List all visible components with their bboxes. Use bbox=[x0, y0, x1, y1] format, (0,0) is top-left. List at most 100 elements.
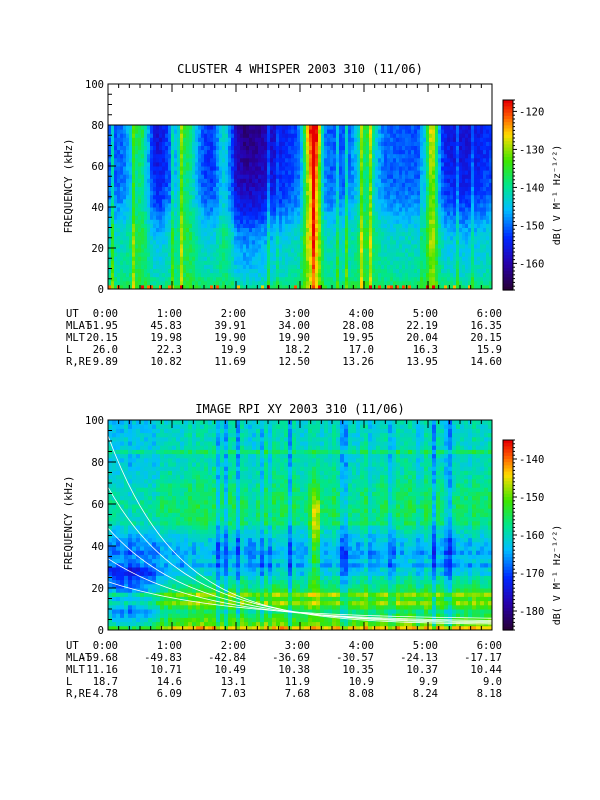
ephemeris-value: 7.03 bbox=[220, 688, 246, 700]
ephemeris-value: 0:00 bbox=[92, 308, 118, 320]
ephemeris-value: 11.9 bbox=[284, 676, 310, 688]
ephemeris-value: 8.08 bbox=[348, 688, 374, 700]
ephemeris-value: 10.49 bbox=[214, 664, 246, 676]
y-tick-label: 0 bbox=[98, 284, 104, 296]
colorbar: -120 -130 -140 -150 -160 bbox=[502, 99, 544, 291]
colorbar-tick-label: -170 bbox=[519, 568, 544, 580]
y-tick-label: 80 bbox=[91, 457, 104, 469]
y-axis-label: FREQUENCY (kHz) bbox=[63, 139, 75, 234]
ephemeris-value: 10.38 bbox=[278, 664, 310, 676]
ephemeris-value: 18.7 bbox=[92, 676, 118, 688]
colorbar-label: dB( V M⁻¹ Hz⁻¹ᐟ²) bbox=[552, 145, 563, 246]
colorbar-label: dB( V M⁻¹ Hz⁻¹ᐟ²) bbox=[552, 525, 563, 626]
ephemeris-value: 19.95 bbox=[342, 332, 374, 344]
ephemeris-value: 7.68 bbox=[284, 688, 310, 700]
ephemeris-value: 15.9 bbox=[476, 344, 502, 356]
ephemeris-value: 4:00 bbox=[348, 308, 374, 320]
ephemeris-value: 28.08 bbox=[342, 320, 374, 332]
ephemeris-value: 14.60 bbox=[470, 356, 502, 368]
y-tick-label: 20 bbox=[91, 243, 104, 255]
ephemeris-value: -59.68 bbox=[80, 652, 118, 664]
ephemeris-row-label: MLT bbox=[66, 664, 85, 676]
chart-title: IMAGE RPI XY 2003 310 (11/06) bbox=[195, 402, 405, 416]
ephemeris-value: -30.57 bbox=[336, 652, 374, 664]
colorbar-tick-label: -120 bbox=[519, 106, 544, 118]
axes: 0 20 40 60 80 100 bbox=[85, 415, 493, 637]
ephemeris-value: 20.04 bbox=[406, 332, 438, 344]
ephemeris-value: 5:00 bbox=[412, 640, 438, 652]
ephemeris-value: 22.3 bbox=[156, 344, 182, 356]
y-tick-label: 20 bbox=[91, 583, 104, 595]
ephemeris-value: 18.2 bbox=[284, 344, 310, 356]
ephemeris-value: 3:00 bbox=[284, 308, 310, 320]
ephemeris-value: 26.0 bbox=[92, 344, 118, 356]
spectrogram-plot bbox=[107, 420, 493, 631]
ephemeris-value: 10.9 bbox=[348, 676, 374, 688]
ephemeris-value: 9.89 bbox=[92, 356, 118, 368]
image-rpi-spectrogram-chart: IMAGE RPI XY 2003 310 (11/06) FREQUENCY … bbox=[63, 402, 563, 637]
ephemeris-row-label: MLT bbox=[66, 332, 85, 344]
ephemeris-value: 11.69 bbox=[214, 356, 246, 368]
ephemeris-value: 20.15 bbox=[470, 332, 502, 344]
colorbar-tick-label: -150 bbox=[519, 492, 544, 504]
ephemeris-value: -24.13 bbox=[400, 652, 438, 664]
ephemeris-value: 13.95 bbox=[406, 356, 438, 368]
y-tick-label: 0 bbox=[98, 625, 104, 637]
y-tick-label: 60 bbox=[91, 499, 104, 511]
ephemeris-value: 34.00 bbox=[278, 320, 310, 332]
colorbar-tick-label: -150 bbox=[519, 220, 544, 232]
ephemeris-row-label: R,RE bbox=[66, 356, 92, 368]
ephemeris-value: 45.83 bbox=[150, 320, 182, 332]
ephemeris-value: 10.35 bbox=[342, 664, 374, 676]
ephemeris-value: 39.91 bbox=[214, 320, 246, 332]
ephemeris-value: 13.26 bbox=[342, 356, 374, 368]
ephemeris-table: UT 0:00 1:00 2:00 3:00 4:00 5:00 6:00 MLAT -59.68… bbox=[0, 640, 600, 702]
ephemeris-value: 4:00 bbox=[348, 640, 374, 652]
ephemeris-row-label: MLAT bbox=[66, 320, 92, 332]
colorbar-tick-label: -160 bbox=[519, 258, 544, 270]
ephemeris-value: 9.9 bbox=[419, 676, 438, 688]
ephemeris-value: 10.44 bbox=[470, 664, 502, 676]
ephemeris-value: 6:00 bbox=[476, 640, 502, 652]
ephemeris-value: -42.84 bbox=[208, 652, 246, 664]
ephemeris-value: -36.69 bbox=[272, 652, 310, 664]
y-axis-label: FREQUENCY (kHz) bbox=[63, 476, 75, 571]
ephemeris-table: UT 0:00 1:00 2:00 3:00 4:00 5:00 6:00 MLAT 51.95 4… bbox=[0, 308, 600, 370]
ephemeris-row-label: L bbox=[66, 344, 73, 356]
y-tick-label: 60 bbox=[91, 161, 104, 173]
ephemeris-value: 2:00 bbox=[220, 308, 246, 320]
y-tick-label: 80 bbox=[91, 120, 104, 132]
ephemeris-value: -17.17 bbox=[464, 652, 502, 664]
ephemeris-row-label: MLAT bbox=[66, 652, 92, 664]
ephemeris-value: 10.37 bbox=[406, 664, 438, 676]
plasma-line bbox=[107, 558, 492, 621]
colorbar-tick-label: -130 bbox=[519, 144, 544, 156]
y-tick-label: 100 bbox=[85, 415, 104, 427]
plasma-line bbox=[107, 581, 493, 619]
ephemeris-value: 1:00 bbox=[156, 308, 182, 320]
axes: 0 20 40 60 80 100 bbox=[85, 79, 493, 296]
ephemeris-value: 16.3 bbox=[412, 344, 438, 356]
ephemeris-value: 9.0 bbox=[483, 676, 502, 688]
ephemeris-value: 22.19 bbox=[406, 320, 438, 332]
ephemeris-value: 6.09 bbox=[156, 688, 182, 700]
ephemeris-value: -49.83 bbox=[144, 652, 182, 664]
ephemeris-value: 13.1 bbox=[220, 676, 246, 688]
ephemeris-value: 6:00 bbox=[476, 308, 502, 320]
ephemeris-value: 8.24 bbox=[412, 688, 438, 700]
y-tick-label: 100 bbox=[85, 79, 104, 91]
ephemeris-value: 19.90 bbox=[278, 332, 310, 344]
ephemeris-value: 11.16 bbox=[86, 664, 118, 676]
ephemeris-value: 3:00 bbox=[284, 640, 310, 652]
ephemeris-value: 8.18 bbox=[476, 688, 502, 700]
ephemeris-value: 5:00 bbox=[412, 308, 438, 320]
ephemeris-row-label: UT bbox=[66, 308, 79, 320]
ephemeris-value: 16.35 bbox=[470, 320, 502, 332]
ephemeris-value: 10.71 bbox=[150, 664, 182, 676]
ephemeris-value: 14.6 bbox=[156, 676, 182, 688]
ephemeris-value: 10.82 bbox=[150, 356, 182, 368]
ephemeris-row-label: L bbox=[66, 676, 73, 688]
colorbar-tick-label: -180 bbox=[519, 606, 544, 618]
colorbar-tick-label: -140 bbox=[519, 182, 544, 194]
y-tick-label: 40 bbox=[91, 541, 104, 553]
